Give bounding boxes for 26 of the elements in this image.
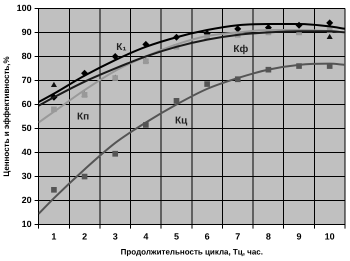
y-tick-label: 30 bbox=[22, 171, 32, 182]
y-tick-label: 40 bbox=[22, 147, 32, 158]
y-tick-label: 20 bbox=[22, 195, 32, 206]
x-tick-label: 7 bbox=[235, 231, 240, 242]
annotation: Кц bbox=[174, 116, 188, 127]
y-tick-label: 60 bbox=[22, 98, 32, 109]
x-tick-label: 9 bbox=[296, 231, 302, 242]
y-axis-title: Ценность и эффективность,% bbox=[2, 56, 12, 177]
y-tick-label: 70 bbox=[22, 74, 32, 85]
x-tick-label: 5 bbox=[174, 231, 179, 242]
annotation: Кп bbox=[76, 111, 90, 122]
x-tick-label: 1 bbox=[51, 231, 56, 242]
x-tick-label: 2 bbox=[82, 231, 88, 242]
y-tick-label: 50 bbox=[22, 122, 32, 133]
annotation: Кф bbox=[233, 44, 249, 56]
x-axis-title: Продолжительность цикла, Тц, час. bbox=[120, 247, 263, 256]
x-tick-label: 3 bbox=[112, 231, 118, 242]
x-tick-label: 10 bbox=[324, 231, 335, 242]
x-tick-label: 4 bbox=[143, 231, 148, 242]
x-tick-label: 8 bbox=[266, 231, 271, 242]
x-tick-label: 6 bbox=[204, 231, 210, 242]
y-tick-label: 100 bbox=[16, 2, 32, 13]
y-tick-label: 90 bbox=[22, 26, 32, 37]
annotation: К₁ bbox=[116, 42, 126, 54]
y-tick-label: 80 bbox=[22, 50, 32, 61]
y-tick-label: 10 bbox=[22, 219, 32, 230]
